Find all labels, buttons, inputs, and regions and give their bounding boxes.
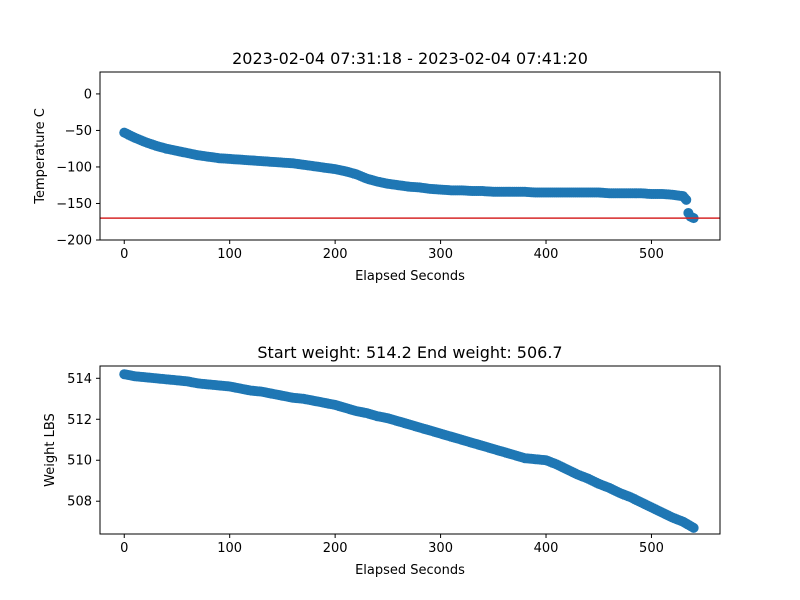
- temperature-marks: [100, 127, 720, 224]
- weight-x-tick-label: 0: [120, 541, 128, 556]
- temperature-y-tick-label: −50: [65, 124, 92, 139]
- temperature-x-tick-label: 400: [534, 247, 559, 262]
- weight-x-tick-label: 100: [217, 541, 242, 556]
- weight-subplot: Start weight: 514.2 End weight: 506.7 0 1…: [43, 343, 721, 578]
- weight-x-tick-label: 300: [428, 541, 453, 556]
- weight-x-tick-label: 200: [323, 541, 348, 556]
- temperature-y-axis-label: Temperature C: [33, 108, 48, 205]
- weight-y-axis-label: Weight LBS: [43, 413, 58, 487]
- temperature-x-tick-label: 200: [323, 247, 348, 262]
- temperature-y-tick-label: −150: [56, 197, 92, 212]
- weight-x-tick-label: 400: [534, 541, 559, 556]
- temperature-x-tick-label: 0: [120, 247, 128, 262]
- temperature-chart-title: 2023-02-04 07:31:18 - 2023-02-04 07:41:2…: [232, 49, 588, 68]
- weight-y-tick-label: 514: [67, 372, 92, 387]
- weight-y-tick-label: 508: [67, 495, 92, 510]
- weight-marks: [119, 369, 699, 533]
- weight-y-tick-label: 510: [67, 454, 92, 469]
- weight-ticks: 0 100 200 300 400 500 508 510 512 514: [67, 372, 664, 556]
- weight-chart-title: Start weight: 514.2 End weight: 506.7: [257, 343, 562, 362]
- temperature-subplot: 2023-02-04 07:31:18 - 2023-02-04 07:41:2…: [33, 49, 721, 284]
- temperature-y-tick-label: −100: [56, 160, 92, 175]
- weight-x-tick-label: 500: [639, 541, 664, 556]
- temperature-axes-frame: [99, 71, 721, 241]
- weight-x-axis-label: Elapsed Seconds: [355, 563, 465, 578]
- weight-point: [686, 521, 697, 532]
- temperature-y-tick-label: −200: [56, 234, 92, 249]
- weight-axes-frame: [99, 365, 721, 535]
- temperature-y-tick-label: 0: [84, 87, 92, 102]
- temperature-x-tick-label: 500: [639, 247, 664, 262]
- weight-y-tick-label: 512: [67, 413, 92, 428]
- temperature-x-tick-label: 300: [428, 247, 453, 262]
- temperature-point: [679, 193, 690, 203]
- temperature-ticks: 0 100 200 300 400 500 −200 −150 −100 −50 0: [56, 87, 664, 262]
- temperature-x-tick-label: 100: [217, 247, 242, 262]
- temperature-x-axis-label: Elapsed Seconds: [355, 269, 465, 284]
